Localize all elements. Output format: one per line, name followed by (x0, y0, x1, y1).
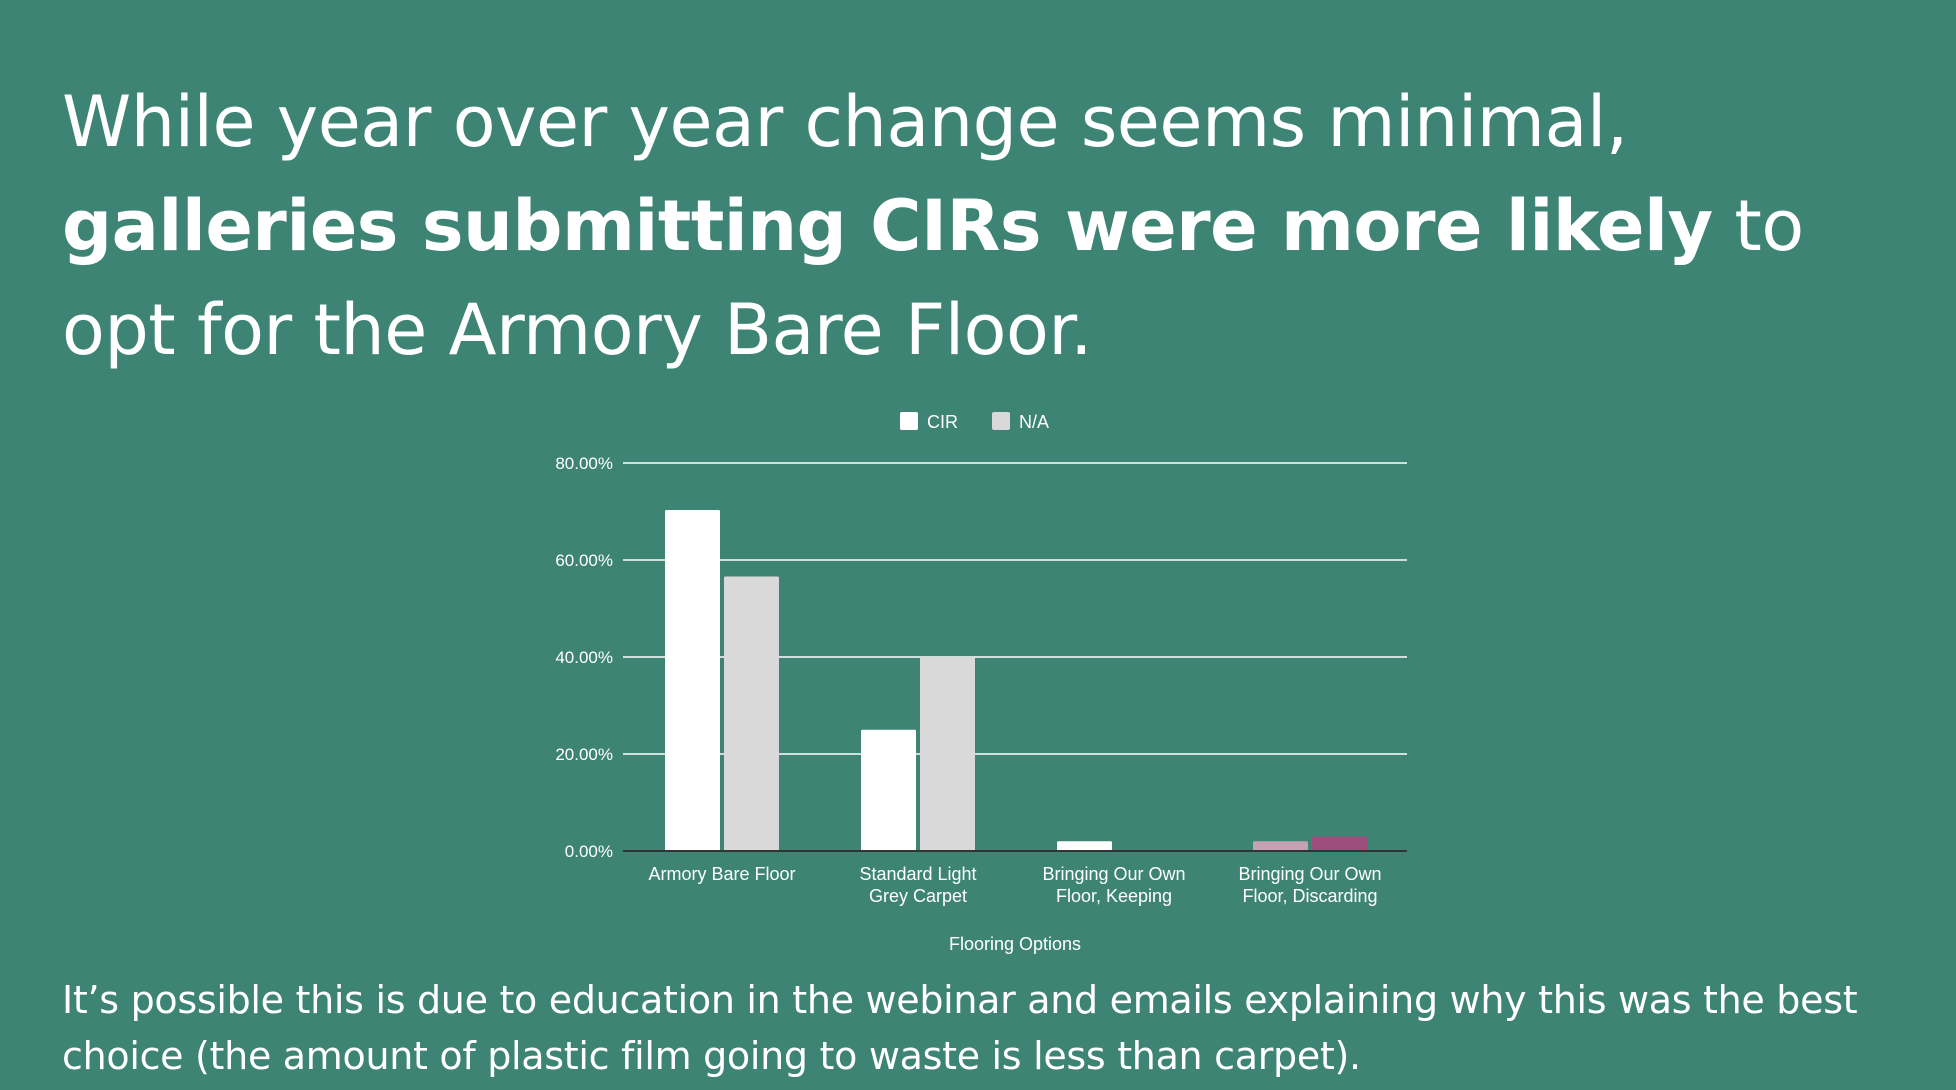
y-tick-label: 60.00% (555, 551, 613, 570)
headline: While year over year change seems minima… (62, 70, 1922, 382)
x-tick-label: Standard Light (859, 864, 976, 884)
headline-part2: to opt for the Armory Bare Floor. (62, 185, 1804, 371)
x-tick-label: Bringing Our Own (1042, 864, 1185, 884)
legend-label-1: N/A (1019, 412, 1049, 432)
chart: 0.00% 20.00% 40.00% 60.00% 80.00% Armory Bare… (520, 395, 1440, 965)
legend-swatch-1 (992, 412, 1010, 430)
bar-cir-1 (861, 729, 916, 851)
x-tick-label: Armory Bare Floor (648, 864, 795, 884)
y-tick-label: 80.00% (555, 454, 613, 473)
bar-chart-svg: 0.00% 20.00% 40.00% 60.00% 80.00% Armory Bare… (555, 412, 1407, 954)
bar-cir-2 (1057, 841, 1112, 851)
y-tick-label: 40.00% (555, 648, 613, 667)
x-tick-label: Floor, Discarding (1242, 886, 1377, 906)
legend-swatch-0 (900, 412, 918, 430)
bar-cir-3 (1253, 841, 1308, 851)
x-tick-label: Bringing Our Own (1238, 864, 1381, 884)
x-axis-title: Flooring Options (949, 934, 1081, 954)
x-tick-label: Grey Carpet (869, 886, 967, 906)
bar-cir-0 (665, 510, 720, 851)
headline-emphasis: galleries submitting CIRs were more like… (62, 185, 1713, 267)
bar-n-a-0 (724, 576, 779, 851)
y-tick-label: 0.00% (565, 842, 613, 861)
legend-label-0: CIR (927, 412, 958, 432)
x-tick-label: Floor, Keeping (1056, 886, 1172, 906)
bar-n-a-1 (920, 657, 975, 851)
headline-part1: While year over year change seems minima… (62, 81, 1628, 163)
caption: It’s possible this is due to education i… (62, 978, 1858, 1078)
y-tick-label: 20.00% (555, 745, 613, 764)
bar-n-a-3 (1312, 836, 1367, 851)
